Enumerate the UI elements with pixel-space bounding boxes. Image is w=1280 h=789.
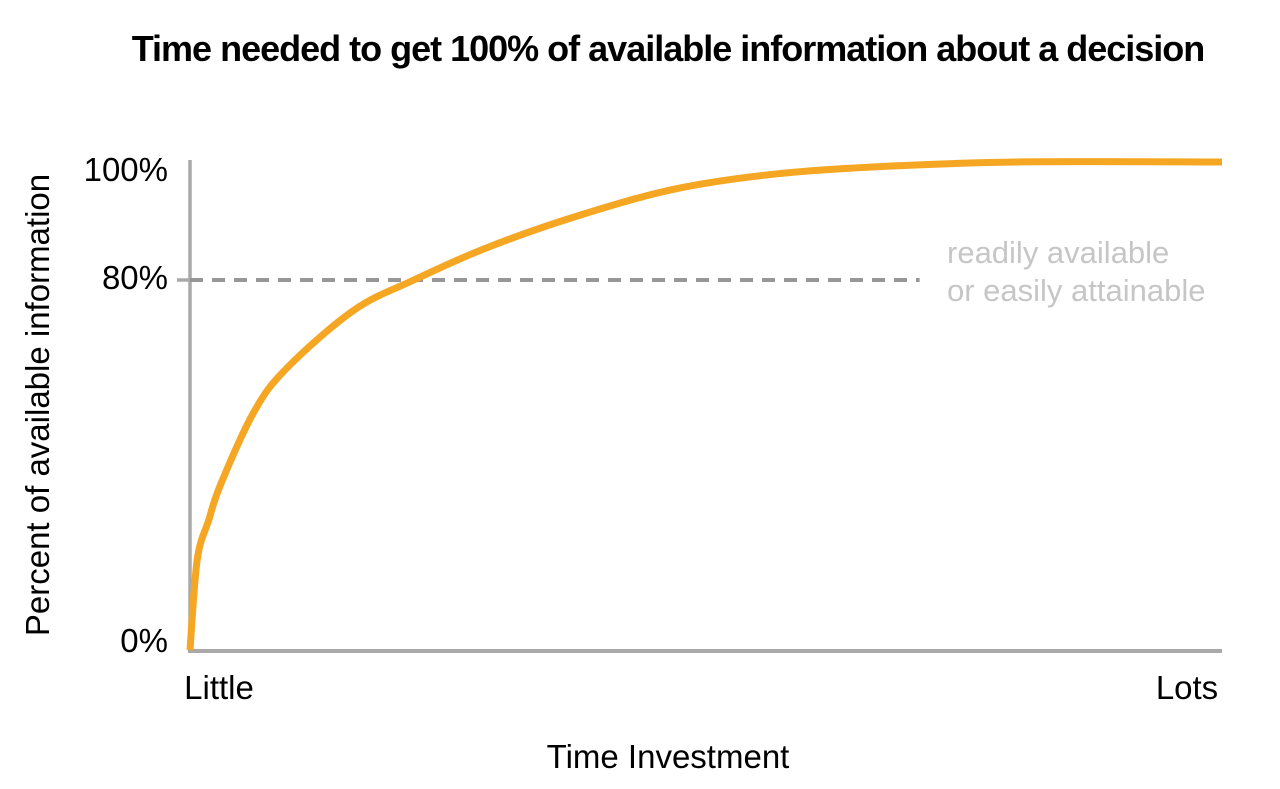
annotation-line-2: or easily attainable (947, 273, 1206, 308)
annotation-line-1: readily available (947, 235, 1170, 270)
annotation-readily-available: readily available or easily attainable (947, 234, 1206, 310)
y-tick-100: 100% (83, 151, 168, 188)
chart-title: Time needed to get 100% of available inf… (131, 28, 1206, 69)
y-axis-title: Percent of available information (19, 173, 56, 637)
x-axis-title: Time Investment (546, 738, 790, 775)
x-tick-lots: Lots (1155, 669, 1219, 706)
x-tick-little: Little (184, 669, 254, 706)
information-curve (186, 158, 1223, 651)
y-tick-0: 0% (120, 622, 168, 659)
y-tick-80: 80% (101, 259, 168, 296)
